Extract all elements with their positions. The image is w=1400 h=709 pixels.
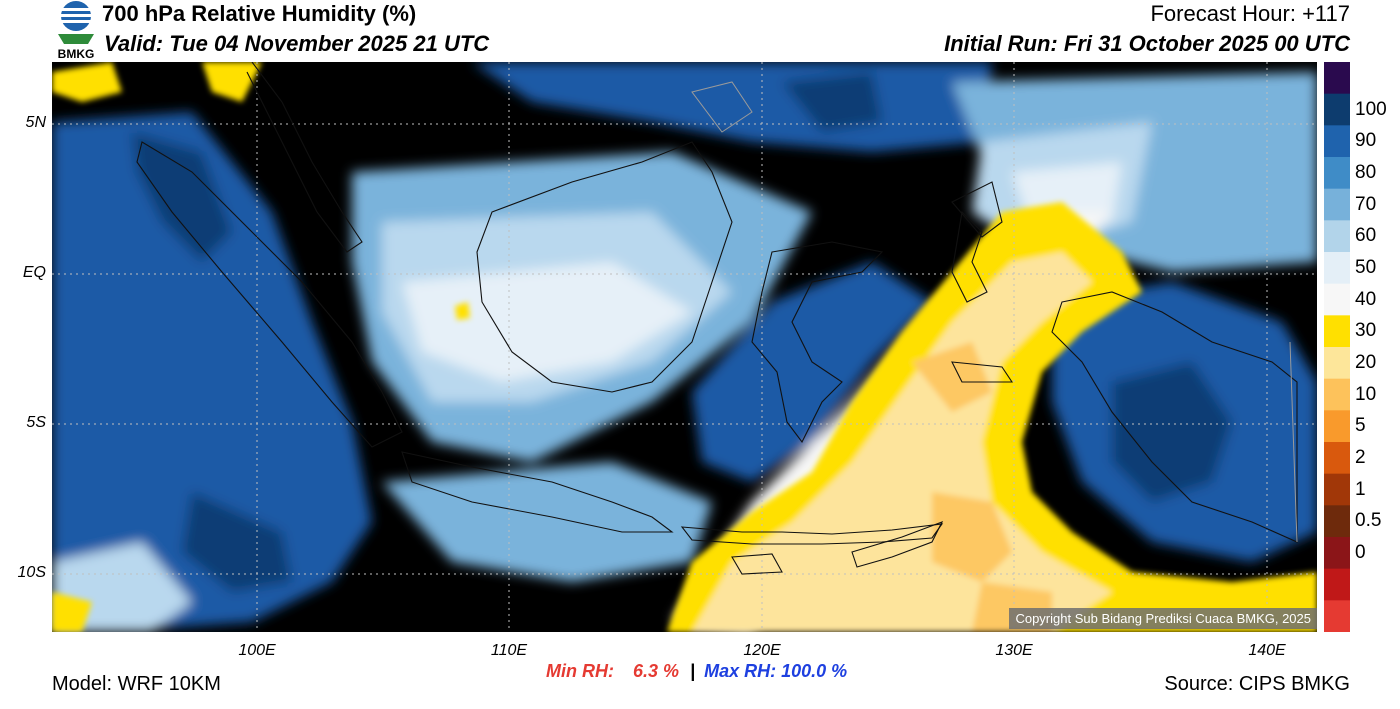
initial-run: Initial Run: Fri 31 October 2025 00 UTC bbox=[944, 31, 1350, 56]
lat-label-5n: 5N bbox=[25, 114, 46, 131]
dry-pocket-center bbox=[455, 302, 470, 320]
lon-label-100e: 100E bbox=[238, 642, 276, 659]
colorbar-segment bbox=[1324, 93, 1350, 126]
lat-label-eq: EQ bbox=[22, 264, 46, 281]
colorbar-segment bbox=[1324, 157, 1350, 190]
source-label: Source: CIPS BMKG bbox=[1164, 673, 1350, 695]
colorbar-label: 0.5 bbox=[1355, 510, 1382, 532]
colorbar-segment bbox=[1324, 442, 1350, 475]
coastlines bbox=[136, 62, 1298, 575]
colorbar bbox=[1324, 62, 1350, 633]
valid-time: Valid: Tue 04 November 2025 21 UTC bbox=[104, 31, 490, 56]
png-border bbox=[1289, 341, 1298, 543]
sumatra-coast bbox=[136, 141, 403, 448]
dry-pocket-nw bbox=[52, 62, 122, 102]
lon-label-120e: 120E bbox=[743, 642, 781, 659]
colorbar-segment bbox=[1324, 568, 1350, 601]
papua-coast bbox=[1051, 291, 1298, 543]
lon-label-110e: 110E bbox=[490, 642, 528, 659]
logo-text: BMKG bbox=[58, 47, 95, 61]
colorbar-segment bbox=[1324, 62, 1350, 95]
borneo-coast bbox=[476, 141, 733, 393]
copyright-notice: Copyright Sub Bidang Prediksi Cuaca BMKG… bbox=[1009, 608, 1317, 629]
mid-region-south bbox=[382, 462, 712, 582]
sulawesi-coast bbox=[751, 241, 884, 444]
colorbar-segment bbox=[1324, 315, 1350, 348]
java-coast bbox=[401, 451, 674, 533]
lon-label-130e: 130E bbox=[995, 642, 1033, 659]
colorbar-label: 20 bbox=[1355, 351, 1377, 373]
humid-region-band bbox=[692, 262, 932, 482]
colorbar-segment bbox=[1324, 347, 1350, 380]
max-rh: Max RH: 100.0 % bbox=[704, 661, 848, 681]
political-borders bbox=[691, 81, 1298, 543]
colorbar-label: 60 bbox=[1355, 225, 1377, 247]
min-rh-label: Min RH: bbox=[546, 661, 614, 681]
colorbar-segment bbox=[1324, 188, 1350, 221]
halmahera-coast bbox=[951, 210, 988, 303]
colorbar-label: 5 bbox=[1355, 415, 1366, 437]
humid-region-west bbox=[52, 112, 372, 632]
colorbar-label: 70 bbox=[1355, 193, 1377, 215]
colorbar-label: 30 bbox=[1355, 320, 1377, 342]
colorbar-segment bbox=[1324, 125, 1350, 158]
colorbar-segment bbox=[1324, 220, 1350, 253]
humidity-map bbox=[52, 62, 1317, 632]
dry-pocket-sw bbox=[52, 592, 92, 632]
colorbar-label: 10 bbox=[1355, 383, 1377, 405]
graticule bbox=[52, 62, 1317, 632]
colorbar-segment bbox=[1324, 378, 1350, 411]
colorbar-label: 0 bbox=[1355, 541, 1366, 563]
colorbar-segment bbox=[1324, 537, 1350, 570]
rh-stats: Min RH: 6.3 % | Max RH: 100.0 % bbox=[546, 661, 847, 682]
colorbar-segment bbox=[1324, 410, 1350, 443]
model-label: Model: WRF 10KM bbox=[52, 673, 221, 695]
humid-core-2 bbox=[182, 492, 292, 592]
colorbar-label: 50 bbox=[1355, 256, 1377, 278]
humid-core-3 bbox=[1112, 362, 1232, 502]
timor-coast bbox=[851, 520, 944, 568]
humid-core-1 bbox=[132, 132, 232, 262]
colorbar-segment bbox=[1324, 600, 1350, 633]
driest-core-1 bbox=[932, 492, 1012, 582]
bmkg-logo: BMKG bbox=[52, 0, 100, 62]
colorbar-label: 2 bbox=[1355, 446, 1366, 468]
colorbar-segment bbox=[1324, 473, 1350, 506]
sabah-border bbox=[691, 81, 753, 133]
dry-tongue-core bbox=[692, 252, 1112, 632]
colorbar-label: 90 bbox=[1355, 130, 1377, 152]
mindanao-coast bbox=[951, 181, 1003, 238]
lat-label-5s: 5S bbox=[26, 414, 46, 431]
pale-region-center bbox=[402, 262, 692, 382]
colorbar-segment bbox=[1324, 283, 1350, 316]
colorbar-segment bbox=[1324, 505, 1350, 538]
colorbar-segment bbox=[1324, 252, 1350, 285]
colorbar-label: 100 bbox=[1355, 98, 1387, 120]
colorbar-label: 80 bbox=[1355, 161, 1377, 183]
seram-coast bbox=[951, 361, 1014, 383]
colorbar-label: 1 bbox=[1355, 478, 1366, 500]
humid-core-4 bbox=[782, 72, 882, 132]
stats-separator: | bbox=[690, 661, 696, 681]
lon-label-140e: 140E bbox=[1248, 642, 1286, 659]
malay-peninsula-coast bbox=[246, 62, 363, 253]
chart-title: 700 hPa Relative Humidity (%) bbox=[102, 1, 417, 26]
colorbar-label: 40 bbox=[1355, 288, 1377, 310]
driest-core-2 bbox=[912, 342, 992, 412]
min-rh-value: 6.3 % bbox=[633, 661, 680, 681]
forecast-hour: Forecast Hour: +117 bbox=[1150, 1, 1350, 26]
sumba-coast bbox=[731, 553, 783, 575]
lat-label-10s: 10S bbox=[17, 564, 46, 581]
